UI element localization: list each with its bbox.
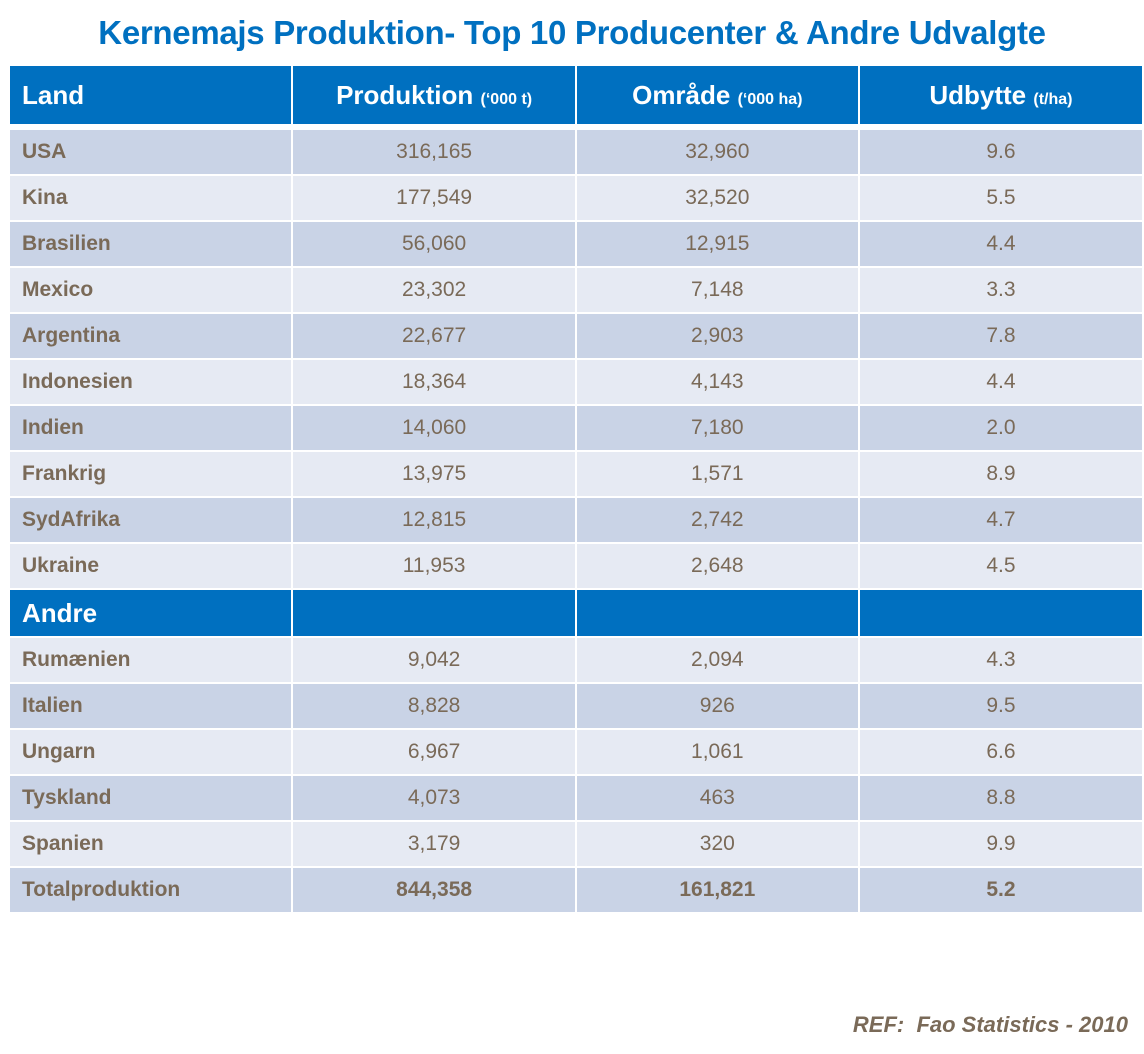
cell-omraade: 2,742 bbox=[576, 498, 858, 542]
total-row: Totalproduktion 844,358 161,821 5.2 bbox=[10, 868, 1142, 912]
header-unit: (‘000 ha) bbox=[737, 90, 803, 108]
cell-omraade: 32,960 bbox=[576, 130, 858, 174]
cell-omraade: 161,821 bbox=[576, 868, 858, 912]
table-row: Indonesien 18,364 4,143 4.4 bbox=[10, 360, 1142, 404]
cell-land: Spanien bbox=[10, 822, 292, 866]
section-label: Andre bbox=[10, 590, 292, 636]
header-land: Land bbox=[10, 66, 292, 124]
cell-produktion: 844,358 bbox=[293, 868, 575, 912]
cell-udbytte: 8.9 bbox=[859, 452, 1142, 496]
cell-produktion: 3,179 bbox=[293, 822, 575, 866]
cell-produktion: 18,364 bbox=[293, 360, 575, 404]
table-row: Italien 8,828 926 9.5 bbox=[10, 684, 1142, 728]
cell-land: Frankrig bbox=[10, 452, 292, 496]
table-row: Argentina 22,677 2,903 7.8 bbox=[10, 314, 1142, 358]
table-row: Ungarn 6,967 1,061 6.6 bbox=[10, 730, 1142, 774]
production-table: Land Produktion (‘000 t) Område (‘000 ha… bbox=[8, 64, 1144, 914]
cell-omraade: 32,520 bbox=[576, 176, 858, 220]
table-row: Ukraine 11,953 2,648 4.5 bbox=[10, 544, 1142, 588]
cell-land: Italien bbox=[10, 684, 292, 728]
cell-produktion: 316,165 bbox=[293, 130, 575, 174]
table-row: Tyskland 4,073 463 8.8 bbox=[10, 776, 1142, 820]
cell-produktion: 22,677 bbox=[293, 314, 575, 358]
cell-udbytte: 4.5 bbox=[859, 544, 1142, 588]
cell-land: Mexico bbox=[10, 268, 292, 312]
cell-land: USA bbox=[10, 130, 292, 174]
header-unit: (t/ha) bbox=[1033, 90, 1073, 108]
reference-note: REF: Fao Statistics - 2010 bbox=[852, 1012, 1128, 1037]
cell-omraade: 2,648 bbox=[576, 544, 858, 588]
table-row: Brasilien 56,060 12,915 4.4 bbox=[10, 222, 1142, 266]
cell-produktion: 8,828 bbox=[293, 684, 575, 728]
cell-produktion: 9,042 bbox=[293, 638, 575, 682]
table-row: Rumænien 9,042 2,094 4.3 bbox=[10, 638, 1142, 682]
cell-udbytte: 7.8 bbox=[859, 314, 1142, 358]
table-row: SydAfrika 12,815 2,742 4.7 bbox=[10, 498, 1142, 542]
section-row-andre: Andre bbox=[10, 590, 1142, 636]
cell-omraade: 463 bbox=[576, 776, 858, 820]
header-unit: (‘000 t) bbox=[480, 90, 533, 108]
cell-udbytte: 9.9 bbox=[859, 822, 1142, 866]
table-row: Kina 177,549 32,520 5.5 bbox=[10, 176, 1142, 220]
cell-omraade: 1,571 bbox=[576, 452, 858, 496]
cell-omraade: 7,148 bbox=[576, 268, 858, 312]
cell-omraade: 1,061 bbox=[576, 730, 858, 774]
cell-produktion: 6,967 bbox=[293, 730, 575, 774]
cell-omraade: 4,143 bbox=[576, 360, 858, 404]
cell-udbytte: 9.5 bbox=[859, 684, 1142, 728]
cell-udbytte: 4.4 bbox=[859, 360, 1142, 404]
cell-land: Indonesien bbox=[10, 360, 292, 404]
cell-land: SydAfrika bbox=[10, 498, 292, 542]
cell-land: Ukraine bbox=[10, 544, 292, 588]
cell-land: Ungarn bbox=[10, 730, 292, 774]
page-title: Kernemajs Produktion- Top 10 Producenter… bbox=[98, 14, 1046, 51]
cell-udbytte: 5.5 bbox=[859, 176, 1142, 220]
cell-udbytte: 4.3 bbox=[859, 638, 1142, 682]
cell-udbytte: 9.6 bbox=[859, 130, 1142, 174]
cell-udbytte: 3.3 bbox=[859, 268, 1142, 312]
cell-udbytte: 4.7 bbox=[859, 498, 1142, 542]
table-row: Indien 14,060 7,180 2.0 bbox=[10, 406, 1142, 450]
cell-produktion: 56,060 bbox=[293, 222, 575, 266]
cell-omraade: 2,903 bbox=[576, 314, 858, 358]
cell-udbytte: 8.8 bbox=[859, 776, 1142, 820]
cell-produktion: 23,302 bbox=[293, 268, 575, 312]
cell-land: Indien bbox=[10, 406, 292, 450]
cell-udbytte: 2.0 bbox=[859, 406, 1142, 450]
section-cell bbox=[859, 590, 1142, 636]
cell-udbytte: 4.4 bbox=[859, 222, 1142, 266]
table-row: Spanien 3,179 320 9.9 bbox=[10, 822, 1142, 866]
cell-land: Totalproduktion bbox=[10, 868, 292, 912]
header-omraade: Område (‘000 ha) bbox=[576, 66, 858, 124]
table-row: Frankrig 13,975 1,571 8.9 bbox=[10, 452, 1142, 496]
cell-produktion: 177,549 bbox=[293, 176, 575, 220]
cell-omraade: 12,915 bbox=[576, 222, 858, 266]
table-header-row: Land Produktion (‘000 t) Område (‘000 ha… bbox=[10, 66, 1142, 124]
cell-land: Tyskland bbox=[10, 776, 292, 820]
cell-udbytte: 5.2 bbox=[859, 868, 1142, 912]
cell-produktion: 14,060 bbox=[293, 406, 575, 450]
cell-land: Brasilien bbox=[10, 222, 292, 266]
section-cell bbox=[576, 590, 858, 636]
cell-udbytte: 6.6 bbox=[859, 730, 1142, 774]
cell-land: Argentina bbox=[10, 314, 292, 358]
cell-omraade: 7,180 bbox=[576, 406, 858, 450]
cell-omraade: 320 bbox=[576, 822, 858, 866]
section-cell bbox=[293, 590, 575, 636]
cell-produktion: 13,975 bbox=[293, 452, 575, 496]
cell-produktion: 12,815 bbox=[293, 498, 575, 542]
table-row: Mexico 23,302 7,148 3.3 bbox=[10, 268, 1142, 312]
header-udbytte: Udbytte (t/ha) bbox=[859, 66, 1142, 124]
cell-land: Rumænien bbox=[10, 638, 292, 682]
cell-produktion: 4,073 bbox=[293, 776, 575, 820]
table-row: USA 316,165 32,960 9.6 bbox=[10, 130, 1142, 174]
header-produktion: Produktion (‘000 t) bbox=[293, 66, 575, 124]
cell-produktion: 11,953 bbox=[293, 544, 575, 588]
cell-omraade: 926 bbox=[576, 684, 858, 728]
cell-land: Kina bbox=[10, 176, 292, 220]
cell-omraade: 2,094 bbox=[576, 638, 858, 682]
